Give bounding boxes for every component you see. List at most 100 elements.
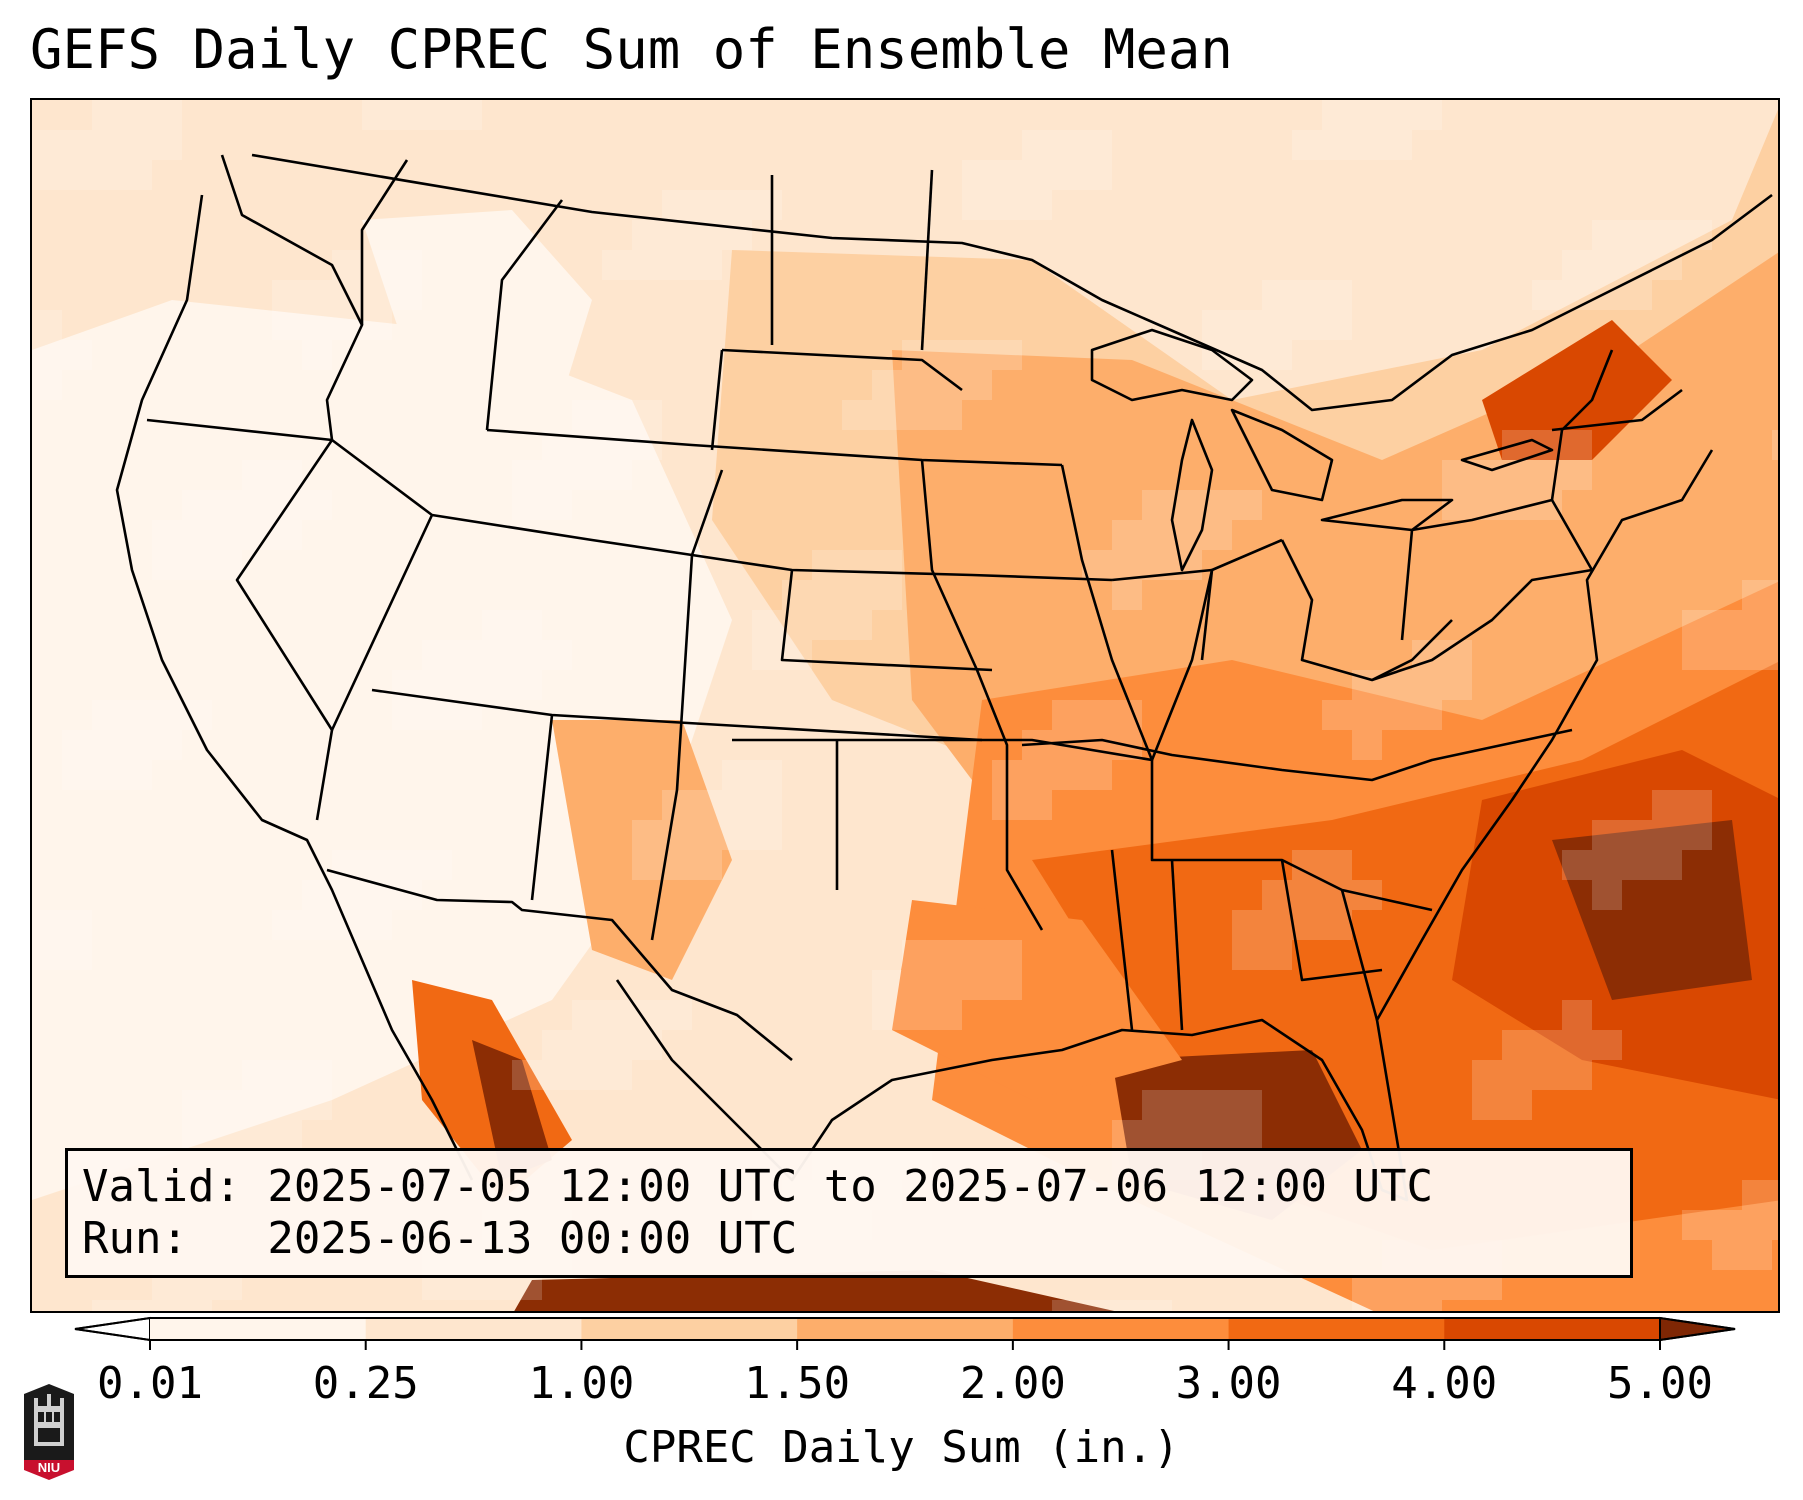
grid-cell-texture — [1082, 760, 1112, 790]
grid-cell-texture — [632, 220, 662, 250]
grid-cell-texture — [722, 190, 752, 220]
grid-cell-texture — [1382, 100, 1412, 130]
grid-cell-texture — [1562, 280, 1592, 310]
grid-cell-texture — [272, 280, 302, 310]
grid-cell-texture — [1202, 1090, 1232, 1120]
grid-cell-texture — [1202, 520, 1232, 550]
grid-cell-texture — [1562, 430, 1592, 460]
grid-cell-texture — [1172, 1120, 1202, 1150]
grid-cell-texture — [542, 640, 572, 670]
grid-cell-texture — [1622, 220, 1652, 250]
grid-cell-texture — [1652, 850, 1682, 880]
grid-cell-texture — [122, 700, 152, 730]
grid-cell-texture — [692, 250, 722, 280]
grid-cell-texture — [692, 850, 722, 880]
grid-cell-texture — [1112, 1120, 1142, 1150]
grid-cell-texture — [422, 850, 452, 880]
grid-cell-texture — [1742, 1210, 1772, 1240]
grid-cell-texture — [1292, 910, 1322, 940]
grid-cell-texture — [392, 100, 422, 130]
grid-cell-texture — [842, 580, 872, 610]
grid-cell-texture — [752, 790, 782, 820]
grid-cell-texture — [392, 700, 422, 730]
grid-cell-texture — [902, 940, 932, 970]
grid-cell-texture — [602, 1000, 632, 1030]
map-title: GEFS Daily CPREC Sum of Ensemble Mean — [30, 18, 1233, 81]
grid-cell-texture — [512, 1060, 542, 1090]
state-boundaries — [115, 153, 1773, 1202]
grid-cell-texture — [152, 100, 182, 130]
colorbar-segment — [1228, 1318, 1445, 1340]
grid-cell-texture — [32, 130, 62, 160]
grid-cell-texture — [1742, 640, 1772, 670]
grid-cell-texture — [182, 700, 212, 730]
grid-cell-texture — [1382, 130, 1412, 160]
grid-cell-texture — [1382, 1300, 1412, 1311]
grid-cell-texture — [542, 490, 572, 520]
grid-cell-texture — [1592, 250, 1622, 280]
grid-cell-texture — [752, 190, 782, 220]
grid-cell-texture — [212, 1120, 242, 1150]
grid-cell-texture — [1562, 460, 1592, 490]
grid-cell-texture — [62, 340, 92, 370]
grid-cell-texture — [92, 160, 122, 190]
grid-cell-texture — [62, 910, 92, 940]
grid-cell-texture — [902, 370, 932, 400]
grid-cell-texture — [302, 880, 332, 910]
grid-cell-texture — [962, 340, 992, 370]
grid-cell-texture — [1622, 820, 1652, 850]
grid-cell-texture — [1322, 130, 1352, 160]
grid-cell-texture — [542, 1030, 572, 1060]
niu-castle-logo: NIU — [24, 1384, 74, 1480]
grid-cell-texture — [452, 640, 482, 670]
grid-cell-texture — [812, 610, 842, 640]
colorbar-tick-label: 0.25 — [312, 1358, 419, 1409]
grid-cell-texture — [152, 130, 182, 160]
grid-cell-texture — [302, 280, 332, 310]
grid-cell-texture — [1712, 640, 1742, 670]
grid-cell-texture — [512, 490, 542, 520]
grid-cell-texture — [1742, 1240, 1772, 1270]
precip-shading — [32, 100, 1778, 1311]
grid-cell-texture — [1532, 1060, 1562, 1090]
grid-cell-texture — [212, 1090, 242, 1120]
grid-cell-texture — [902, 970, 932, 1000]
grid-cell-texture — [992, 340, 1022, 370]
grid-cell-texture — [632, 250, 662, 280]
grid-cell-texture — [122, 160, 152, 190]
grid-cell-texture — [1292, 880, 1322, 910]
grid-cell-texture — [1082, 1300, 1112, 1311]
grid-cell-texture — [362, 880, 392, 910]
grid-cell-texture — [152, 730, 182, 760]
colorbar-tick-label: 1.00 — [528, 1358, 635, 1409]
grid-cell-texture — [1232, 1120, 1262, 1150]
grid-cell-texture — [1112, 550, 1142, 580]
grid-cell-texture — [1322, 310, 1352, 340]
grid-cell-texture — [362, 280, 392, 310]
grid-cell-texture — [662, 1000, 692, 1030]
grid-cell-texture — [1322, 850, 1352, 880]
grid-cell-texture — [152, 520, 182, 550]
grid-cell-texture — [812, 580, 842, 610]
precip-region — [552, 720, 732, 980]
grid-cell-texture — [1022, 130, 1052, 160]
grid-cell-texture — [1682, 820, 1712, 850]
grid-cell-texture — [1112, 1300, 1142, 1311]
niu-logo-text: NIU — [38, 1460, 60, 1475]
grid-cell-texture — [1472, 1090, 1502, 1120]
grid-cell-texture — [62, 130, 92, 160]
grid-cell-texture — [242, 490, 272, 520]
grid-cell-texture — [842, 550, 872, 580]
grid-cell-texture — [542, 460, 572, 490]
grid-cell-texture — [782, 640, 812, 670]
grid-cell-texture — [632, 850, 662, 880]
grid-cell-texture — [422, 640, 452, 670]
grid-cell-texture — [1592, 280, 1622, 310]
grid-cell-texture — [1562, 850, 1592, 880]
grid-cell-texture — [92, 1300, 122, 1311]
colorbar-label: CPREC Daily Sum (in.) — [623, 1422, 1180, 1473]
grid-cell-texture — [602, 1060, 632, 1090]
colorbar-tick-label: 2.00 — [959, 1358, 1066, 1409]
grid-cell-texture — [362, 310, 392, 340]
grid-cell-texture — [272, 1120, 302, 1150]
